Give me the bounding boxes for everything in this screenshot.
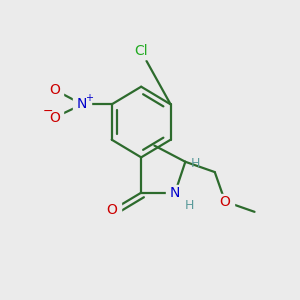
Text: O: O — [49, 82, 60, 97]
Bar — [46, 82, 63, 97]
Text: O: O — [106, 203, 117, 218]
Bar — [103, 203, 121, 218]
Text: N: N — [77, 98, 88, 111]
Text: O: O — [49, 111, 60, 124]
Bar — [46, 110, 63, 125]
Bar — [129, 44, 154, 59]
Text: O: O — [220, 194, 230, 208]
Text: H: H — [190, 157, 200, 170]
Text: Cl: Cl — [134, 44, 148, 58]
Bar — [74, 97, 91, 112]
Text: H: H — [184, 199, 194, 212]
Bar — [216, 194, 234, 209]
Text: N: N — [170, 186, 180, 200]
Text: +: + — [85, 94, 93, 103]
Bar — [166, 185, 184, 200]
Text: −: − — [43, 105, 53, 118]
